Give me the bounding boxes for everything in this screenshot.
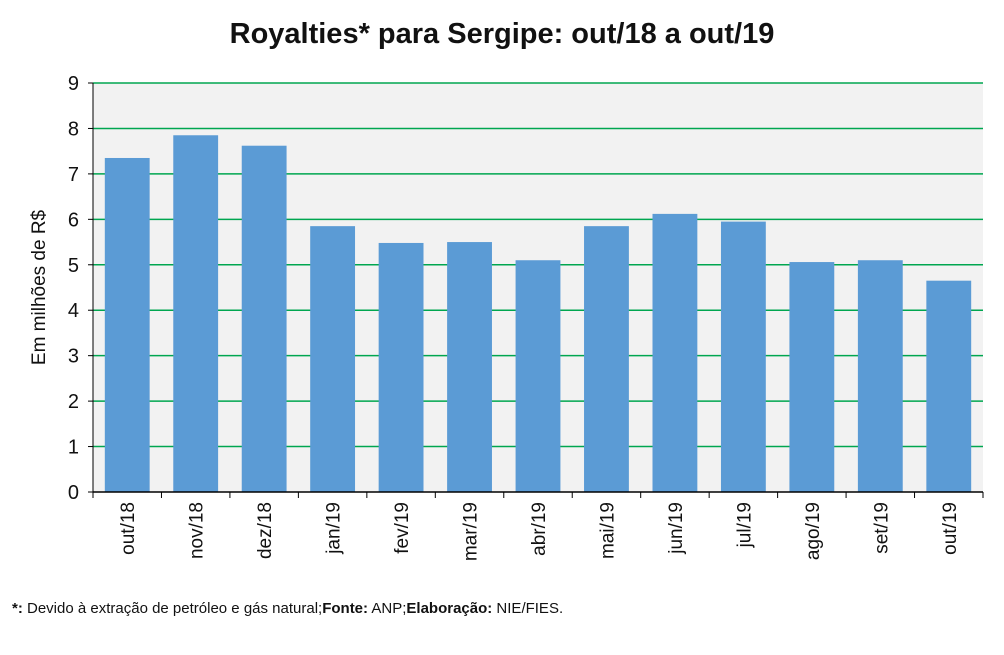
bar <box>173 135 219 492</box>
footnote-note: Devido à extração de petróleo e gás natu… <box>22 600 323 617</box>
chart-title: Royalties* para Sergipe: out/18 a out/19 <box>229 18 775 50</box>
y-tick-label: 4 <box>68 300 79 322</box>
x-tick-label: set/19 <box>871 502 892 554</box>
footnote-marker: *: <box>12 600 23 617</box>
x-tick-label: out/18 <box>118 502 139 555</box>
footnote-source-label: Fonte: <box>322 600 369 617</box>
bar <box>926 280 972 492</box>
x-tick-label: nov/18 <box>187 502 208 559</box>
bar <box>515 260 561 492</box>
x-tick-label: mar/19 <box>461 502 482 561</box>
y-tick-label: 2 <box>68 391 79 413</box>
y-tick-label: 7 <box>68 164 79 186</box>
bar <box>857 260 903 492</box>
footnote-credit-label: Elaboração: <box>406 600 493 617</box>
bar <box>310 226 356 492</box>
y-tick-label: 9 <box>68 73 79 95</box>
x-tick-label: jul/19 <box>734 502 755 548</box>
x-tick-label: fev/19 <box>392 502 413 554</box>
footnote: *: Devido à extração de petróleo e gás n… <box>12 600 563 617</box>
footnote-credit: NIE/FIES. <box>492 600 564 617</box>
y-tick-label: 8 <box>68 118 79 140</box>
x-tick-label: dez/18 <box>255 502 276 559</box>
y-tick-label: 0 <box>68 482 79 504</box>
y-tick-label: 5 <box>68 255 79 277</box>
bar <box>584 226 629 492</box>
bar <box>447 242 492 492</box>
y-tick-label: 6 <box>68 209 79 231</box>
x-tick-label: jan/19 <box>324 502 345 555</box>
footnote-source: ANP; <box>368 600 407 617</box>
bar <box>104 157 150 492</box>
x-tick-label: ago/19 <box>803 502 824 560</box>
y-tick-label: 3 <box>68 346 79 368</box>
x-tick-label: out/19 <box>940 502 961 555</box>
bar <box>789 262 835 492</box>
y-axis-label: Em milhões de R$ <box>29 209 50 365</box>
y-tick-label: 1 <box>68 437 79 459</box>
x-tick-label: abr/19 <box>529 502 550 556</box>
bar <box>378 242 424 492</box>
x-tick-label: mai/19 <box>597 502 618 559</box>
bar <box>241 145 287 493</box>
bar <box>652 213 698 492</box>
x-tick-label: jun/19 <box>666 502 687 555</box>
bar <box>720 221 766 492</box>
